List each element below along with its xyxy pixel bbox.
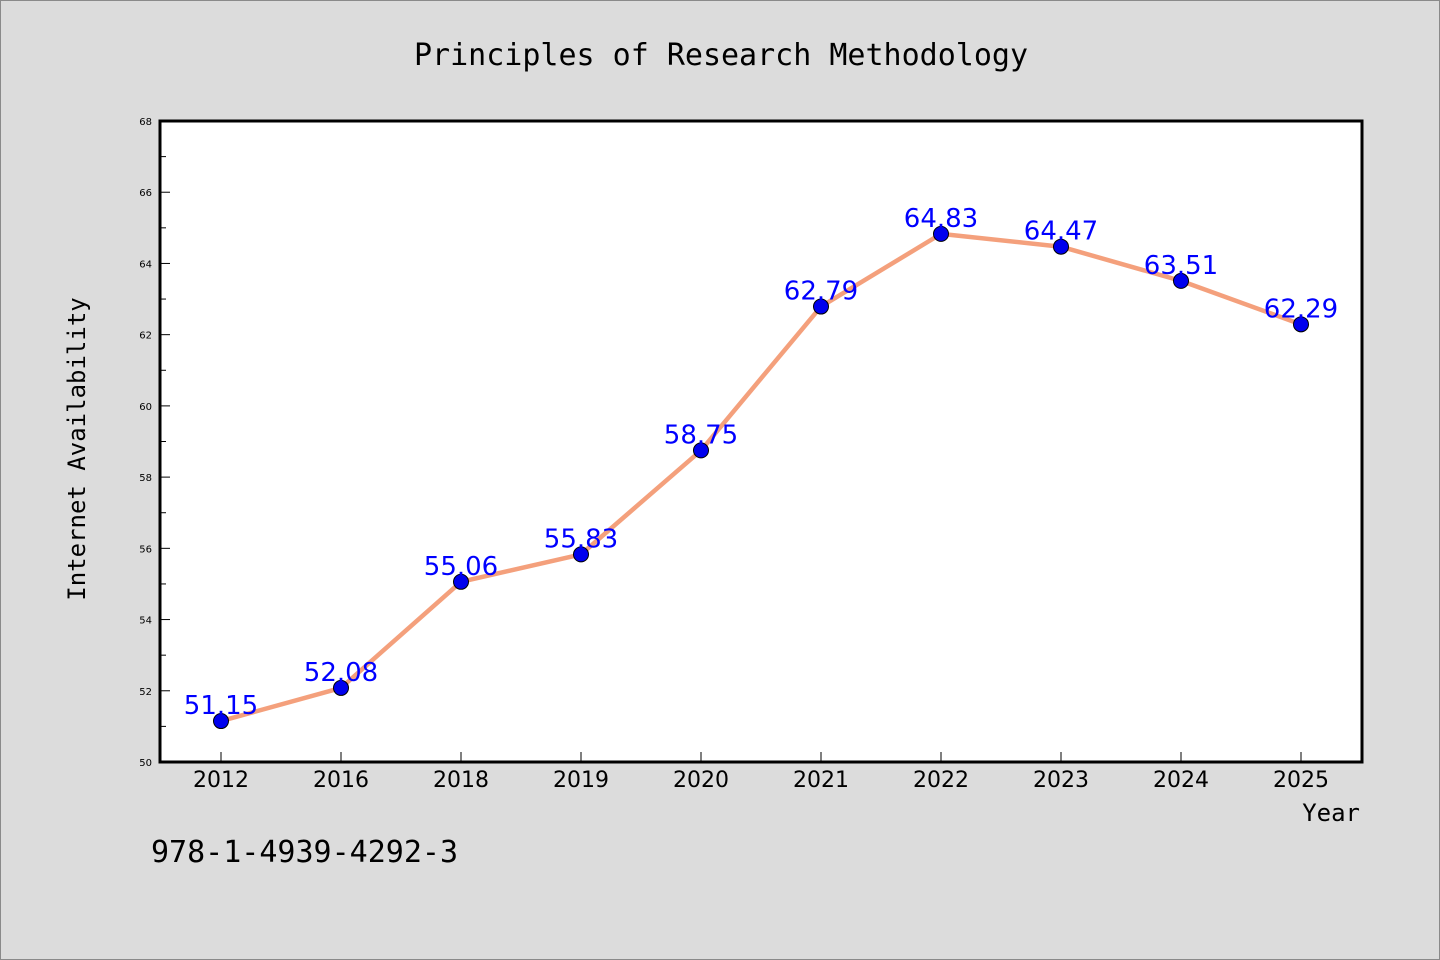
series-layer	[213, 225, 1309, 730]
data-label: 55.06	[424, 552, 498, 582]
x-tick-label: 2018	[433, 768, 489, 793]
x-tick-label: 2024	[1153, 768, 1209, 793]
y-tick-label: 68	[139, 117, 152, 128]
x-tick-label: 2020	[673, 768, 729, 793]
x-tick-label: 2025	[1273, 768, 1329, 793]
data-label: 62.29	[1264, 294, 1338, 324]
data-label: 64.83	[904, 204, 978, 234]
data-label-layer: 51.15 52.08 55.06 55.83 58.75 62.79 64.83 64.47…	[184, 204, 1338, 721]
isbn-text: 978-1-4939-4292-3	[151, 835, 459, 870]
x-tick-label: 2012	[193, 768, 249, 793]
data-label: 55.83	[544, 524, 618, 554]
y-tick-label: 54	[139, 616, 152, 627]
plot-frame	[158, 119, 1364, 764]
x-tick-label: 2021	[793, 768, 849, 793]
y-tick-label: 52	[139, 687, 152, 698]
data-point	[1293, 316, 1309, 333]
data-label: 63.51	[1144, 251, 1218, 281]
y-axis-label: Internet Availability	[63, 297, 91, 600]
data-label: 58.75	[664, 420, 738, 450]
data-point	[453, 573, 469, 590]
data-point	[1053, 238, 1069, 255]
x-tick-label: 2022	[913, 768, 969, 793]
x-axis-label: Year	[1302, 799, 1360, 827]
data-point	[333, 679, 349, 696]
y-axis-ticks: 50 52 54 56 58 60 62 64 66 68	[139, 117, 170, 769]
x-axis-ticks: 2012 2016 2018 2019 2020 2021 2022 2023 2024 2025	[193, 752, 1329, 793]
y-tick-label: 62	[139, 331, 152, 342]
data-point	[573, 546, 589, 563]
data-point	[933, 225, 949, 242]
y-tick-label: 50	[139, 758, 152, 769]
chart-title: Principles of Research Methodology	[414, 38, 1028, 73]
series-line	[218, 231, 1304, 724]
data-point	[813, 298, 829, 315]
data-point	[213, 713, 229, 730]
data-label: 62.79	[784, 277, 858, 307]
data-label: 51.15	[184, 691, 258, 721]
y-tick-label: 58	[139, 473, 152, 484]
data-point	[693, 442, 709, 459]
x-tick-label: 2016	[313, 768, 369, 793]
y-tick-label: 66	[139, 188, 152, 199]
x-tick-label: 2019	[553, 768, 609, 793]
data-label: 64.47	[1024, 217, 1098, 247]
plot-area	[160, 121, 1362, 762]
y-tick-label: 64	[139, 259, 152, 270]
data-point	[1173, 272, 1189, 289]
y-tick-label: 56	[139, 544, 152, 555]
x-tick-label: 2023	[1033, 768, 1089, 793]
data-label: 52.08	[304, 658, 378, 688]
y-tick-label: 60	[139, 402, 152, 413]
